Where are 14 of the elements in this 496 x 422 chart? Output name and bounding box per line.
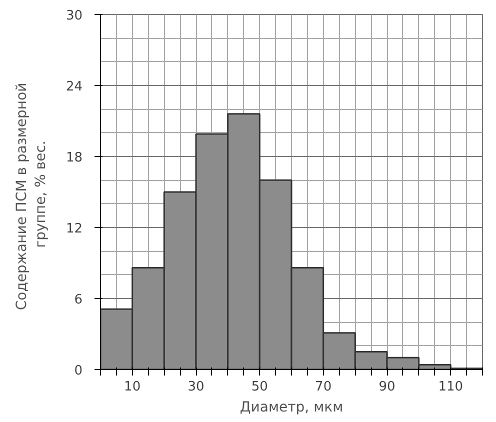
- x-tick-label: 70: [315, 380, 332, 394]
- x-tick-label: 50: [251, 380, 268, 394]
- y-tick-label: 0: [74, 364, 83, 378]
- y-tick-label: 18: [66, 150, 83, 166]
- x-tick-label: 30: [188, 380, 204, 394]
- x-axis-title: Диаметр, мкм: [240, 400, 344, 416]
- y-tick-label: 12: [66, 222, 83, 236]
- x-tick-label: 110: [438, 380, 464, 394]
- y-tick-label: 24: [66, 80, 83, 94]
- x-tick-label: 10: [124, 380, 141, 394]
- y-axis-title: Содержание ПСМ в размерной группе, % вес.: [14, 82, 49, 310]
- y-tick-label: 6: [74, 292, 83, 308]
- x-tick-label: 90: [378, 380, 396, 394]
- y-tick-label: 30: [66, 8, 83, 24]
